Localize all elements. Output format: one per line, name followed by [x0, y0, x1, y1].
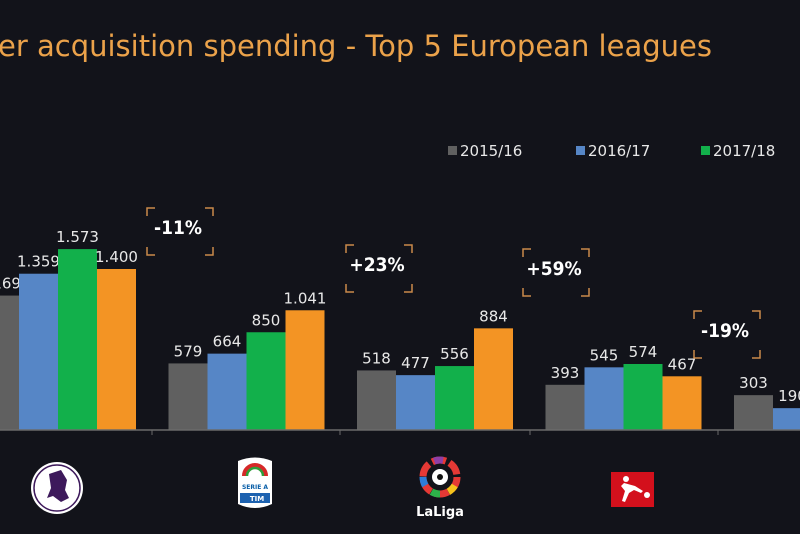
- data-label: 190: [778, 387, 800, 405]
- bar-laliga-2: [435, 366, 474, 430]
- legend-swatch-2016-17: [576, 146, 585, 155]
- data-label: 545: [590, 346, 619, 364]
- bar-ligue-1-1: [773, 408, 800, 430]
- bar-premier-league-2: [58, 249, 97, 430]
- premier-league-logo: [31, 462, 83, 514]
- bar-serie-a-1: [207, 353, 247, 430]
- legend-label-2017-18: 2017/18: [713, 142, 775, 160]
- bar-laliga-0: [357, 370, 396, 430]
- data-label: 1.400: [95, 248, 138, 266]
- data-label: 579: [174, 342, 203, 360]
- bar-serie-a-3: [285, 310, 325, 430]
- bracket-frame: [146, 207, 214, 256]
- change-annotation: -11%: [146, 207, 214, 256]
- legend: 2015/16 2016/17 2017/18: [448, 142, 775, 160]
- data-label: 518: [362, 349, 391, 367]
- data-label: 1.169: [0, 275, 21, 293]
- data-label: 850: [252, 311, 281, 329]
- change-annotation: +59%: [522, 248, 590, 297]
- laliga-text: LaLiga: [416, 505, 464, 520]
- bar-serie-a-2: [246, 332, 286, 430]
- serie-a-logo: SERIE A TIM: [238, 457, 272, 508]
- bracket-frame: [345, 244, 413, 293]
- data-label: 467: [668, 355, 697, 373]
- legend-label-2016-17: 2016/17: [588, 142, 650, 160]
- tim-text: TIM: [250, 495, 264, 503]
- change-annotation: +23%: [345, 244, 413, 293]
- legend-swatch-2015-16: [448, 146, 457, 155]
- bar-serie-a-0: [168, 363, 208, 430]
- serie-a-text: SERIE A: [242, 484, 268, 491]
- legend-swatch-2017-18: [701, 146, 710, 155]
- bar-bundesliga-0: [545, 384, 585, 430]
- bar-bundesliga-1: [584, 367, 624, 430]
- bar-laliga-3: [474, 328, 513, 430]
- bar-laliga-1: [396, 375, 435, 430]
- bar-ligue-1-0: [734, 395, 773, 430]
- annotations: -11% +23% +59% -19%: [146, 207, 761, 359]
- change-percent: +23%: [349, 254, 404, 276]
- change-percent: -19%: [701, 320, 749, 342]
- bundesliga-logo: [611, 472, 654, 507]
- bar-bundesliga-3: [662, 376, 702, 430]
- chart-title: er acquisition spending - Top 5 European…: [0, 29, 712, 63]
- data-label: 884: [479, 307, 508, 325]
- data-label: 477: [401, 354, 430, 372]
- bracket-frame: [522, 248, 590, 297]
- data-label: 1.359: [17, 253, 60, 271]
- data-label: 664: [213, 333, 242, 351]
- axis-ticks: [151, 430, 719, 435]
- data-label: 393: [551, 364, 580, 382]
- change-percent: -11%: [154, 217, 202, 239]
- data-label: 1.573: [56, 228, 99, 246]
- bar-premier-league-3: [97, 269, 136, 430]
- laliga-logo: LaLiga: [416, 456, 464, 520]
- legend-label-2015-16: 2015/16: [460, 142, 522, 160]
- data-label: 303: [739, 374, 768, 392]
- bar-premier-league-1: [19, 273, 58, 430]
- bar-premier-league-0: [0, 295, 19, 430]
- bar-bundesliga-2: [623, 363, 663, 430]
- bracket-frame: [693, 310, 761, 359]
- data-label: 556: [440, 345, 469, 363]
- data-label: 1.041: [284, 289, 327, 307]
- data-label: 574: [629, 343, 658, 361]
- change-percent: +59%: [526, 258, 581, 280]
- change-annotation: -19%: [693, 310, 761, 359]
